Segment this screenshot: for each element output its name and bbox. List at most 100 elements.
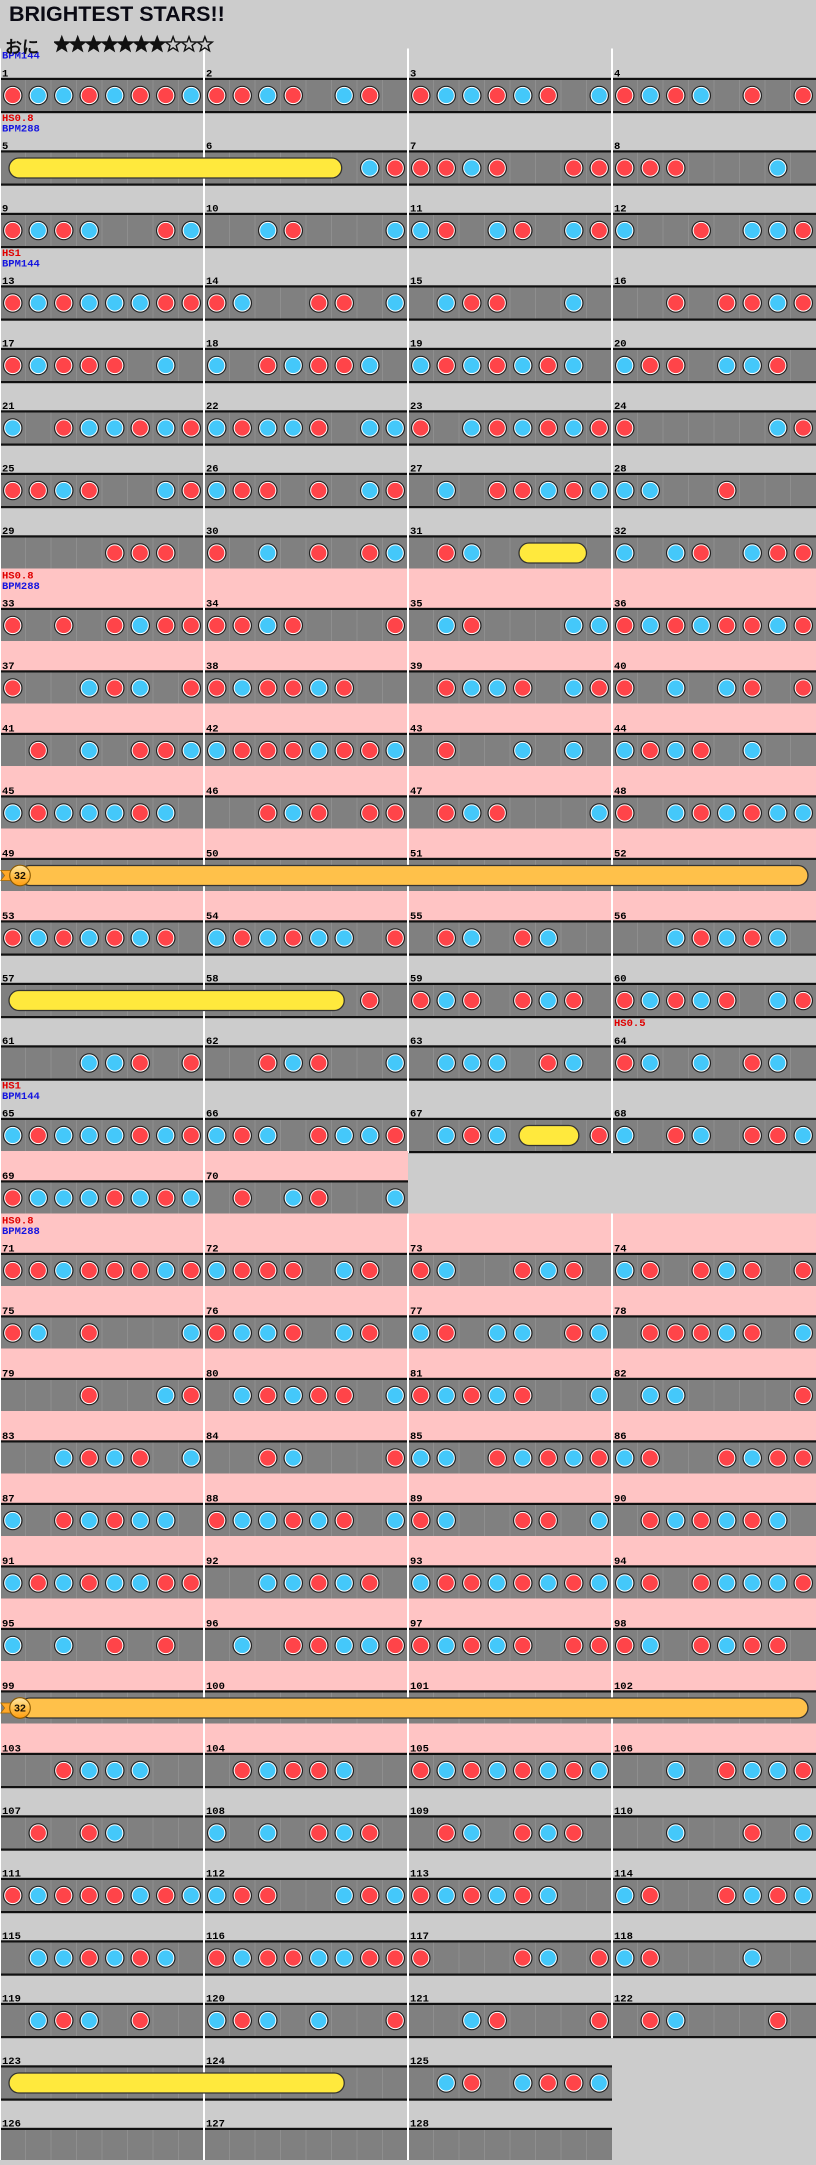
svg-text:92: 92 — [206, 1556, 219, 1568]
svg-text:96: 96 — [206, 1619, 219, 1631]
svg-text:40: 40 — [614, 661, 627, 673]
svg-text:9: 9 — [2, 204, 8, 216]
svg-text:127: 127 — [206, 2119, 225, 2131]
svg-text:7: 7 — [410, 141, 416, 153]
svg-text:78: 78 — [614, 1306, 627, 1318]
svg-text:118: 118 — [614, 1931, 633, 1943]
svg-text:22: 22 — [206, 401, 219, 413]
svg-text:13: 13 — [2, 276, 15, 288]
svg-text:105: 105 — [410, 1744, 429, 1756]
svg-text:41: 41 — [2, 724, 15, 736]
svg-text:15: 15 — [410, 276, 423, 288]
svg-text:39: 39 — [410, 661, 423, 673]
svg-text:HS0.5: HS0.5 — [614, 1018, 646, 1030]
svg-text:44: 44 — [614, 724, 627, 736]
svg-text:93: 93 — [410, 1556, 423, 1568]
svg-text:30: 30 — [206, 526, 219, 538]
svg-text:67: 67 — [410, 1109, 423, 1121]
svg-text:90: 90 — [614, 1494, 627, 1506]
svg-text:75: 75 — [2, 1306, 15, 1318]
svg-text:86: 86 — [614, 1431, 627, 1443]
svg-text:64: 64 — [614, 1036, 627, 1048]
svg-text:17: 17 — [2, 339, 15, 351]
svg-text:42: 42 — [206, 724, 219, 736]
svg-text:97: 97 — [410, 1619, 423, 1631]
svg-text:BPM144: BPM144 — [2, 1091, 40, 1103]
svg-text:112: 112 — [206, 1869, 225, 1881]
svg-text:98: 98 — [614, 1619, 627, 1631]
svg-text:84: 84 — [206, 1431, 219, 1443]
svg-text:80: 80 — [206, 1369, 219, 1381]
svg-text:66: 66 — [206, 1109, 219, 1121]
svg-text:76: 76 — [206, 1306, 219, 1318]
svg-text:68: 68 — [614, 1109, 627, 1121]
svg-text:11: 11 — [410, 204, 423, 216]
svg-text:103: 103 — [2, 1744, 21, 1756]
svg-text:117: 117 — [410, 1931, 429, 1943]
svg-text:36: 36 — [614, 599, 627, 611]
svg-text:52: 52 — [614, 849, 627, 861]
svg-text:56: 56 — [614, 911, 627, 923]
svg-text:109: 109 — [410, 1806, 429, 1818]
svg-text:16: 16 — [614, 276, 627, 288]
svg-text:10: 10 — [206, 204, 219, 216]
svg-text:50: 50 — [206, 849, 219, 861]
svg-text:95: 95 — [2, 1619, 15, 1631]
svg-text:82: 82 — [614, 1369, 627, 1381]
svg-text:55: 55 — [410, 911, 423, 923]
svg-text:125: 125 — [410, 2056, 429, 2068]
svg-text:77: 77 — [410, 1306, 423, 1318]
svg-text:72: 72 — [206, 1244, 219, 1256]
svg-text:19: 19 — [410, 339, 423, 351]
svg-text:107: 107 — [2, 1806, 21, 1818]
svg-text:32: 32 — [14, 870, 26, 882]
svg-text:113: 113 — [410, 1869, 429, 1881]
svg-text:47: 47 — [410, 786, 423, 798]
svg-text:74: 74 — [614, 1244, 627, 1256]
svg-text:46: 46 — [206, 786, 219, 798]
svg-text:28: 28 — [614, 464, 627, 476]
svg-text:31: 31 — [410, 526, 423, 538]
svg-text:3: 3 — [410, 69, 416, 81]
svg-text:53: 53 — [2, 911, 15, 923]
svg-text:99: 99 — [2, 1681, 15, 1693]
svg-text:104: 104 — [206, 1744, 225, 1756]
svg-text:5: 5 — [2, 141, 8, 153]
svg-text:26: 26 — [206, 464, 219, 476]
svg-text:73: 73 — [410, 1244, 423, 1256]
svg-text:18: 18 — [206, 339, 219, 351]
svg-text:4: 4 — [614, 69, 620, 81]
svg-text:BPM144: BPM144 — [2, 258, 40, 270]
svg-text:111: 111 — [2, 1869, 21, 1881]
svg-text:120: 120 — [206, 1994, 225, 2006]
svg-text:91: 91 — [2, 1556, 15, 1568]
svg-text:6: 6 — [206, 141, 212, 153]
svg-text:85: 85 — [410, 1431, 423, 1443]
svg-text:126: 126 — [2, 2119, 21, 2131]
svg-text:87: 87 — [2, 1494, 15, 1506]
svg-text:100: 100 — [206, 1681, 225, 1693]
svg-text:69: 69 — [2, 1171, 15, 1183]
svg-text:60: 60 — [614, 974, 627, 986]
svg-text:79: 79 — [2, 1369, 15, 1381]
svg-text:43: 43 — [410, 724, 423, 736]
svg-text:12: 12 — [614, 204, 627, 216]
svg-text:89: 89 — [410, 1494, 423, 1506]
svg-text:57: 57 — [2, 974, 15, 986]
svg-text:114: 114 — [614, 1869, 633, 1881]
svg-text:45: 45 — [2, 786, 15, 798]
svg-text:35: 35 — [410, 599, 423, 611]
svg-text:116: 116 — [206, 1931, 225, 1943]
svg-text:23: 23 — [410, 401, 423, 413]
svg-text:2: 2 — [206, 69, 212, 81]
svg-text:70: 70 — [206, 1171, 219, 1183]
svg-text:128: 128 — [410, 2119, 429, 2131]
svg-text:8: 8 — [614, 141, 620, 153]
svg-text:37: 37 — [2, 661, 15, 673]
svg-text:65: 65 — [2, 1109, 15, 1121]
svg-text:108: 108 — [206, 1806, 225, 1818]
svg-text:71: 71 — [2, 1244, 15, 1256]
svg-text:20: 20 — [614, 339, 627, 351]
svg-text:106: 106 — [614, 1744, 633, 1756]
svg-text:BPM288: BPM288 — [2, 1226, 40, 1238]
